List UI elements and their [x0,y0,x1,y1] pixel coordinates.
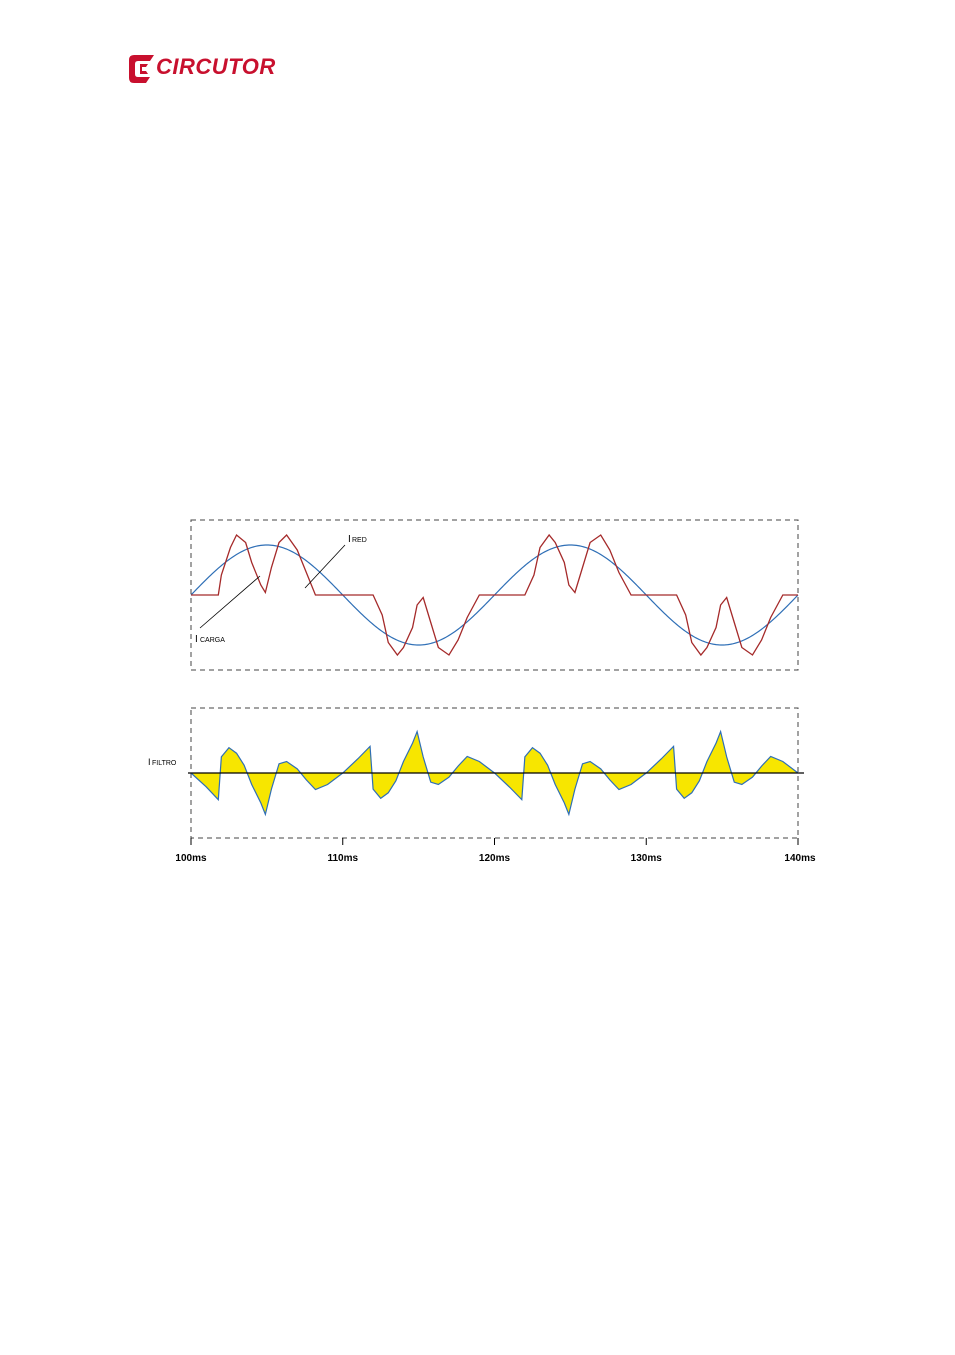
top-chart-plot [190,533,799,657]
x-tick-label: 140ms [784,853,816,864]
label-i-red-main: I [348,534,351,545]
label-i-carga-sub: CARGA [200,637,225,644]
series-i-carga-line [191,533,798,657]
x-tick-label: 100ms [175,853,207,864]
label-i-carga-main: I [195,634,198,645]
brand-name: CIRCUTOR [156,54,276,79]
label-i-filtro-sub: FILTRO [152,760,177,767]
label-i-red-sub: RED [352,537,367,544]
x-axis: 100ms 110ms 120ms 130ms 140ms [175,838,816,864]
pointer-i-red [304,544,346,589]
x-tick-label: 110ms [327,853,358,864]
circutor-logo: CIRCUTOR [128,52,308,88]
label-i-carga: I CARGA [195,634,225,645]
bottom-chart-plot [188,729,804,817]
label-i-red: I RED [348,534,367,545]
pointer-i-carga [199,575,261,629]
x-tick-label: 130ms [631,853,663,864]
x-tick-label: 120ms [479,853,511,864]
circutor-logo-icon [129,55,154,83]
label-i-filtro-main: I [148,757,151,767]
label-i-filtro: I FILTRO [148,757,177,767]
